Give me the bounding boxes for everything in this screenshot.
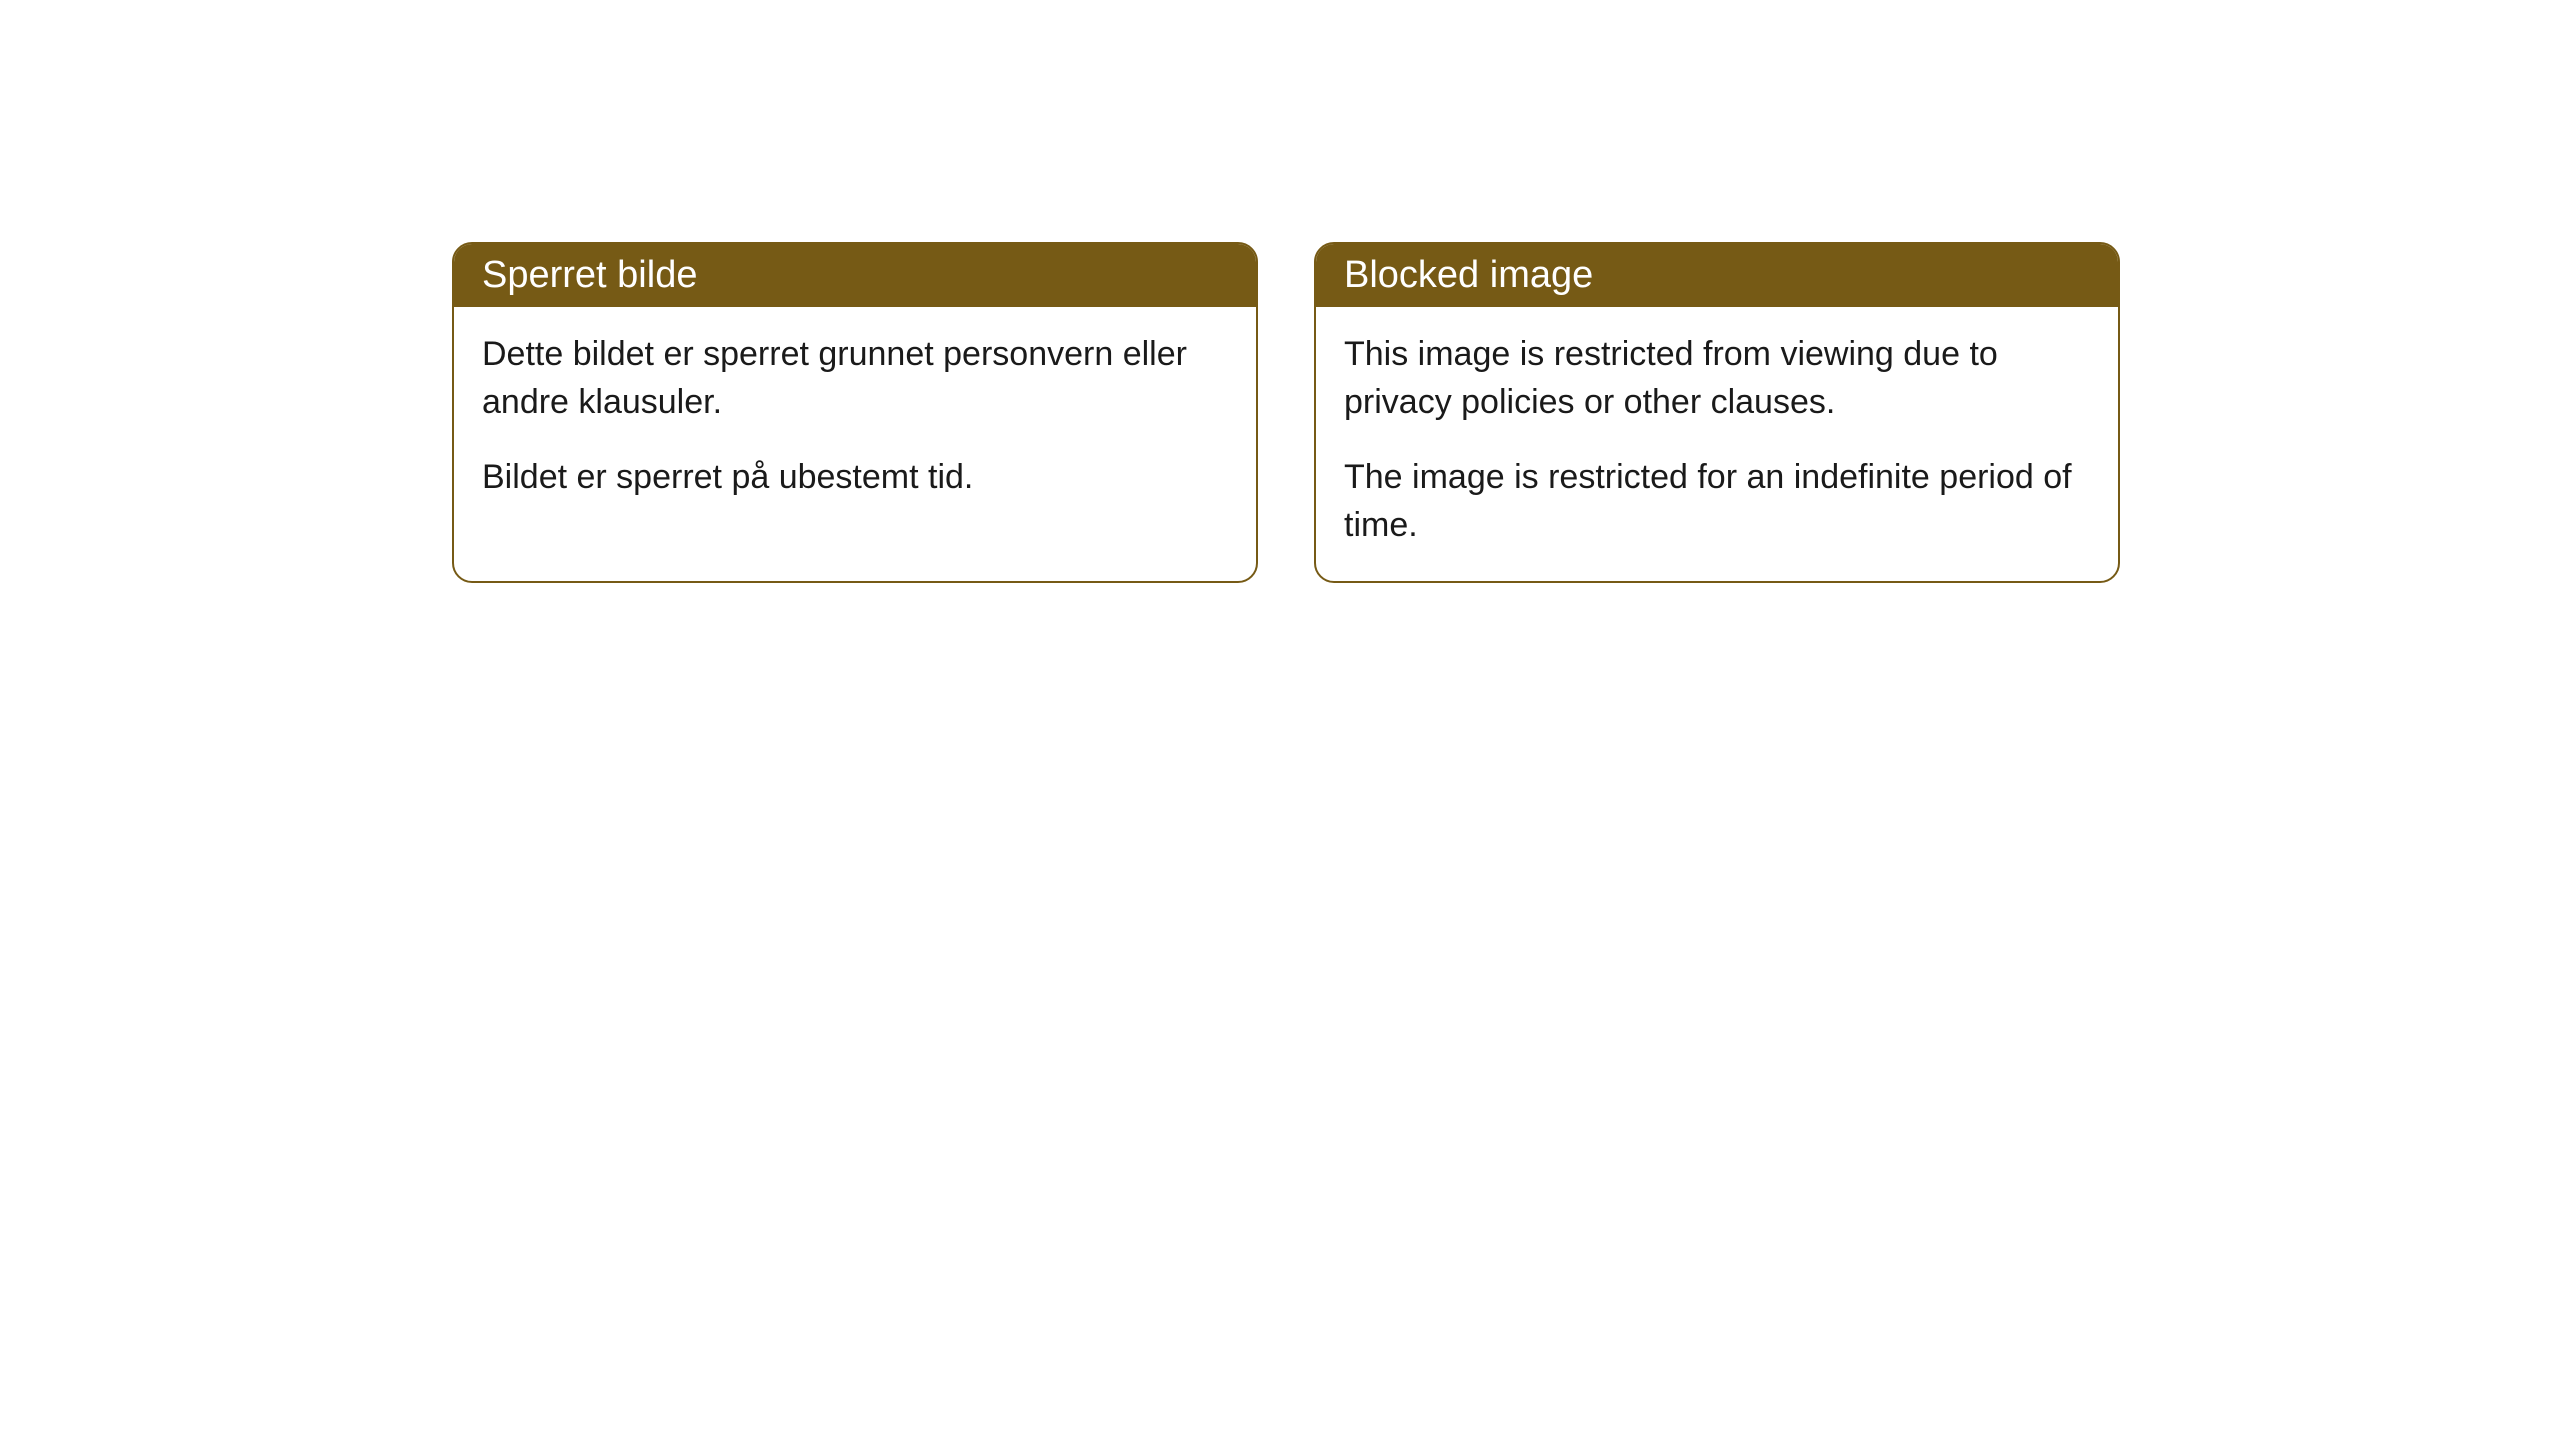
cards-container: Sperret bilde Dette bildet er sperret gr… [452, 242, 2120, 583]
card-paragraph-2: The image is restricted for an indefinit… [1344, 454, 2090, 549]
card-title: Blocked image [1344, 254, 1593, 296]
card-header-english: Blocked image [1316, 244, 2118, 307]
card-title: Sperret bilde [482, 254, 697, 296]
card-norwegian: Sperret bilde Dette bildet er sperret gr… [452, 242, 1258, 583]
card-body-english: This image is restricted from viewing du… [1316, 307, 2118, 581]
card-english: Blocked image This image is restricted f… [1314, 242, 2120, 583]
card-paragraph-1: This image is restricted from viewing du… [1344, 331, 2090, 426]
card-header-norwegian: Sperret bilde [454, 244, 1256, 307]
card-paragraph-2: Bildet er sperret på ubestemt tid. [482, 454, 1228, 502]
card-paragraph-1: Dette bildet er sperret grunnet personve… [482, 331, 1228, 426]
card-body-norwegian: Dette bildet er sperret grunnet personve… [454, 307, 1256, 534]
